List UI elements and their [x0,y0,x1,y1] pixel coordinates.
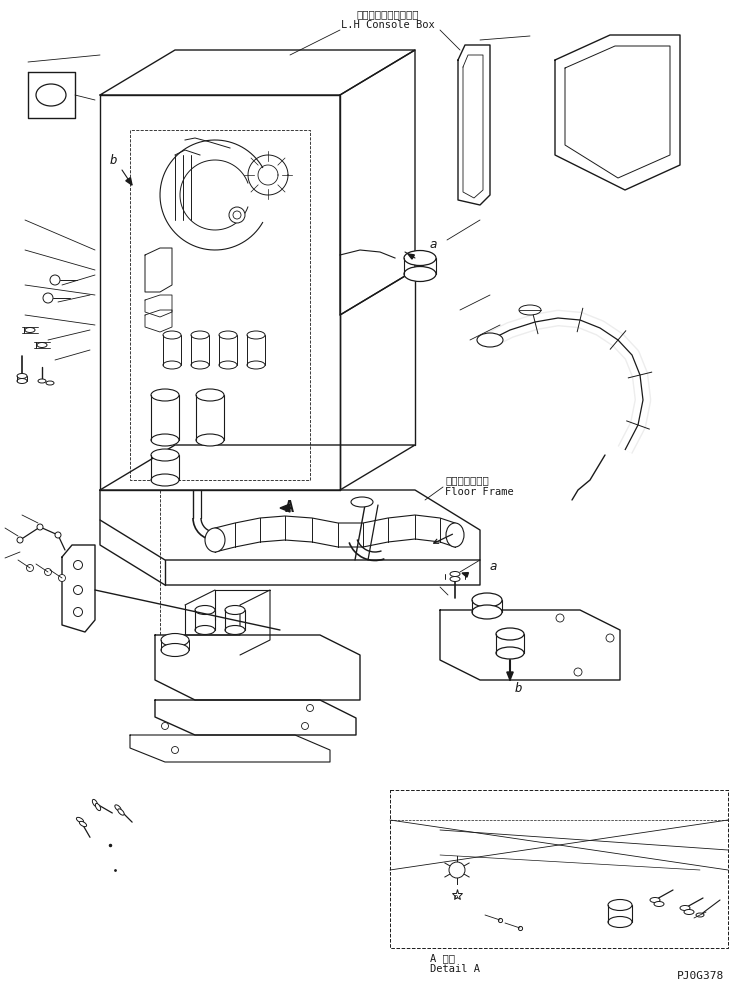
Circle shape [306,705,314,712]
Ellipse shape [37,343,47,348]
Text: フロアフレーム: フロアフレーム [445,475,489,485]
Polygon shape [462,573,469,578]
Polygon shape [507,672,513,680]
Ellipse shape [608,916,632,927]
Ellipse shape [472,593,502,607]
Text: b: b [515,682,522,695]
Circle shape [37,524,43,530]
Ellipse shape [404,250,436,265]
Ellipse shape [450,572,460,577]
Text: A 詳細: A 詳細 [430,953,455,963]
Ellipse shape [92,799,98,806]
Ellipse shape [151,389,179,401]
Ellipse shape [195,605,215,614]
Ellipse shape [219,361,237,369]
Ellipse shape [17,379,27,384]
Text: 左コンソールボックス: 左コンソールボックス [357,9,419,19]
Ellipse shape [95,803,101,810]
Ellipse shape [519,305,541,315]
Text: b: b [110,153,118,167]
Ellipse shape [477,333,503,347]
Circle shape [606,634,614,642]
Ellipse shape [36,84,66,106]
Text: a: a [490,561,498,574]
Ellipse shape [163,361,181,369]
Ellipse shape [205,528,225,552]
Polygon shape [408,254,414,259]
Ellipse shape [225,605,245,614]
Text: PJ0G378: PJ0G378 [676,971,723,981]
Ellipse shape [191,361,209,369]
Ellipse shape [46,381,54,385]
Ellipse shape [17,374,27,379]
Ellipse shape [446,523,464,547]
Ellipse shape [404,266,436,281]
Ellipse shape [25,327,35,333]
Ellipse shape [196,434,224,446]
Circle shape [171,746,179,753]
Ellipse shape [151,449,179,461]
Ellipse shape [472,605,502,619]
Circle shape [556,614,564,622]
Ellipse shape [608,900,632,911]
Text: o: o [454,894,458,900]
Ellipse shape [161,643,189,656]
Ellipse shape [219,331,237,339]
Circle shape [302,723,308,730]
Circle shape [45,569,51,576]
Ellipse shape [247,361,265,369]
Circle shape [43,293,53,303]
Ellipse shape [118,809,124,815]
Circle shape [74,561,83,570]
Circle shape [50,275,60,285]
Circle shape [233,211,241,219]
Text: L.H Console Box: L.H Console Box [341,20,435,30]
Ellipse shape [196,389,224,401]
Ellipse shape [496,628,524,640]
Circle shape [229,207,245,223]
Ellipse shape [225,625,245,634]
Circle shape [74,607,83,616]
Circle shape [162,723,168,730]
Ellipse shape [195,625,215,634]
Ellipse shape [654,902,664,907]
Ellipse shape [151,474,179,486]
Ellipse shape [161,633,189,646]
Ellipse shape [650,898,660,903]
Text: Detail A: Detail A [430,964,480,974]
Ellipse shape [351,497,373,507]
Ellipse shape [247,331,265,339]
Text: a: a [430,239,437,251]
Circle shape [17,537,23,543]
Polygon shape [280,504,290,512]
Ellipse shape [191,331,209,339]
Ellipse shape [680,906,690,911]
Circle shape [449,862,465,878]
Ellipse shape [115,805,121,811]
Ellipse shape [684,910,694,914]
Ellipse shape [80,821,86,827]
Ellipse shape [38,379,46,383]
Text: A: A [285,500,294,515]
Ellipse shape [151,434,179,446]
Ellipse shape [450,577,460,581]
Circle shape [27,565,34,572]
Circle shape [55,532,61,538]
Ellipse shape [496,647,524,659]
Ellipse shape [163,331,181,339]
Ellipse shape [696,913,704,917]
Text: Floor Frame: Floor Frame [445,487,514,497]
Circle shape [574,668,582,676]
Ellipse shape [77,817,83,823]
Polygon shape [126,178,132,185]
Circle shape [59,575,66,581]
Circle shape [74,585,83,594]
